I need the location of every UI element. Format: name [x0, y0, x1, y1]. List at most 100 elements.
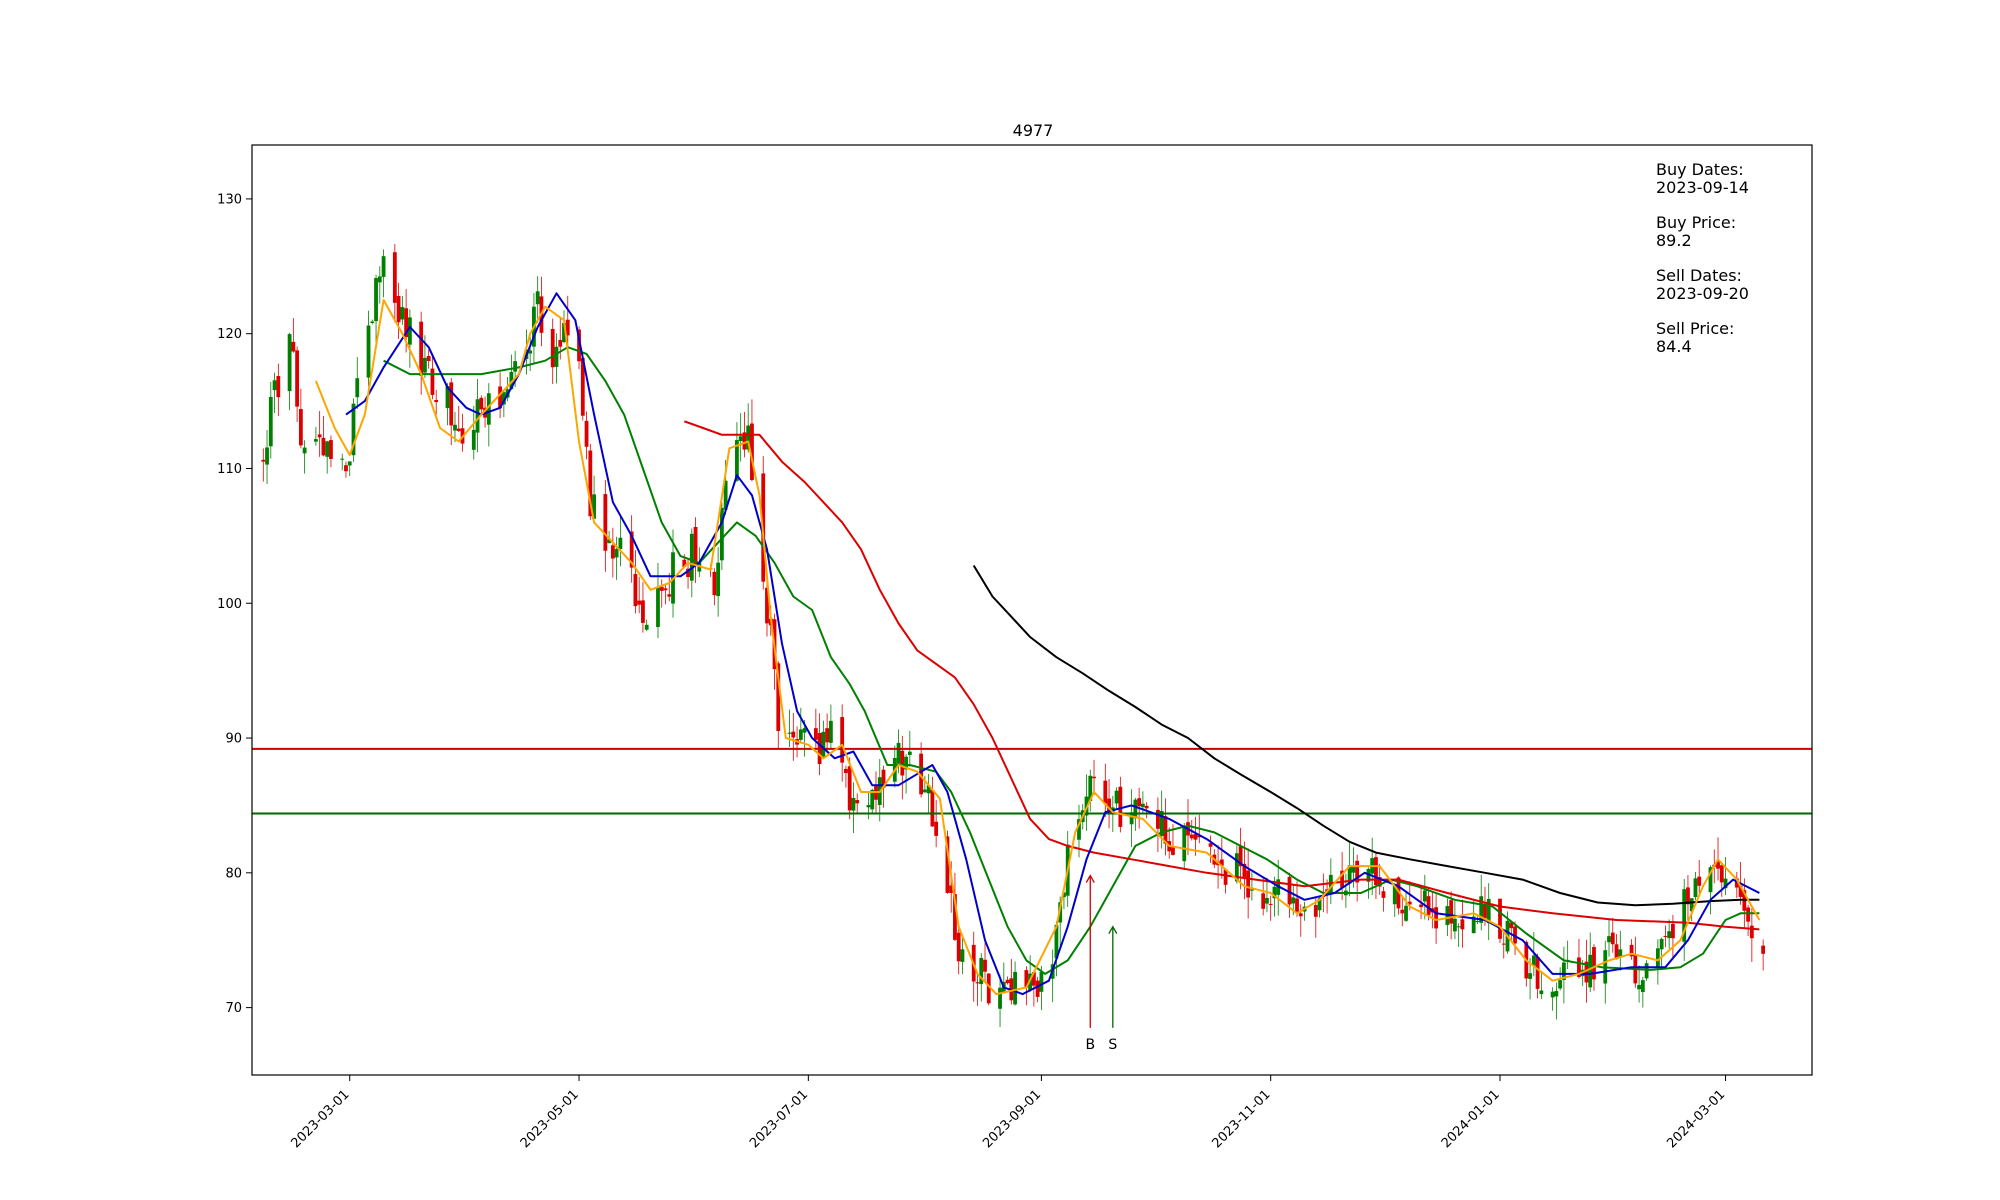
candle-body — [1404, 905, 1408, 921]
signal-label-s: S — [1108, 1037, 1117, 1053]
candle-body — [1295, 898, 1299, 912]
candle-body — [445, 386, 450, 409]
candle-body — [738, 436, 743, 442]
candle-body — [1434, 907, 1438, 929]
candle-body — [1637, 984, 1641, 990]
candle-body — [614, 549, 619, 558]
candle-body — [953, 894, 957, 940]
candle-body — [434, 399, 439, 403]
candle-body — [550, 328, 555, 368]
candle-body — [1340, 870, 1345, 889]
candle-body — [735, 440, 739, 481]
candle-body — [351, 403, 356, 456]
candle-body — [1697, 876, 1702, 886]
candle-body — [1607, 936, 1611, 943]
candle-body — [1013, 971, 1017, 1005]
candle-body — [381, 256, 386, 277]
candle-body — [580, 358, 585, 416]
candle-body — [268, 396, 273, 447]
y-tick-label: 130 — [217, 192, 242, 207]
candle-body — [1137, 798, 1142, 807]
candle-body — [261, 459, 266, 462]
candle-body — [1374, 857, 1378, 886]
candle-body — [1629, 944, 1634, 957]
candle-body — [979, 957, 984, 985]
candle-body — [535, 291, 540, 305]
candle-body — [821, 731, 826, 758]
candle-body — [1644, 963, 1649, 979]
candle-body — [1400, 909, 1405, 914]
candle-body — [1640, 980, 1645, 993]
candle-body — [1655, 948, 1660, 967]
candle-body — [1208, 843, 1213, 847]
y-tick-label: 80 — [225, 866, 242, 881]
candle-body — [1723, 878, 1728, 889]
candle-body — [1118, 786, 1123, 827]
candle-body — [347, 461, 352, 466]
candle-body — [851, 797, 856, 811]
candle-body — [449, 382, 454, 426]
candle-body — [344, 465, 348, 472]
candle-body — [479, 397, 484, 410]
candle-body — [1501, 943, 1506, 945]
candle-body — [1558, 980, 1563, 989]
candle-body — [1475, 921, 1480, 923]
candle-body — [1513, 926, 1517, 944]
candle-body — [1261, 893, 1266, 909]
candle-body — [329, 440, 333, 459]
candle-body — [746, 425, 751, 450]
candle-body — [1592, 947, 1596, 980]
candle-body — [1163, 816, 1168, 844]
candle-body — [1077, 819, 1081, 840]
candle-body — [1265, 897, 1269, 904]
candle-body — [1577, 957, 1581, 977]
candle-body — [1682, 889, 1687, 942]
candle-body — [825, 728, 830, 743]
candle-body — [584, 420, 589, 447]
candle-body — [272, 380, 277, 391]
candle-body — [1659, 938, 1664, 950]
candle-body — [1749, 925, 1754, 939]
candle-body — [1171, 846, 1175, 855]
y-tick-label: 120 — [217, 327, 242, 342]
candle-body — [716, 562, 721, 597]
candle-body — [1693, 878, 1698, 898]
candle-body — [930, 789, 935, 827]
candle-body — [1039, 972, 1044, 992]
candle-body — [644, 624, 649, 630]
candle-body — [1250, 889, 1254, 891]
candle-body — [1197, 835, 1202, 838]
candle-body — [1746, 907, 1750, 922]
candle-body — [813, 728, 818, 740]
x-tick-label: 2023-09-01 — [980, 1087, 1044, 1151]
candle-body — [1708, 867, 1713, 893]
candle-body — [682, 559, 687, 568]
candle-body — [750, 423, 754, 480]
candle-body — [1355, 860, 1360, 883]
candle-body — [565, 319, 570, 336]
candle-body — [1133, 799, 1138, 819]
candle-body — [400, 307, 405, 320]
candle-body — [1328, 874, 1333, 894]
candle-body — [1734, 878, 1739, 888]
candle-body — [1347, 865, 1352, 884]
candle-body — [802, 728, 807, 733]
ma-fast-line — [314, 299, 1761, 996]
candle-body — [998, 987, 1002, 1009]
candle-body — [340, 458, 345, 460]
candle-body — [1562, 962, 1566, 981]
candle-body — [1140, 803, 1145, 808]
candle-body — [881, 769, 886, 788]
y-tick-label: 100 — [217, 597, 242, 612]
candle-body — [1671, 923, 1675, 939]
candle-body — [1193, 834, 1198, 840]
candle-body — [287, 334, 292, 392]
candle-body — [637, 600, 642, 605]
candle-body — [1716, 860, 1720, 869]
candle-body — [776, 663, 781, 731]
candle-body — [1291, 897, 1296, 904]
candle-body — [426, 356, 431, 361]
candle-body — [1471, 916, 1476, 934]
